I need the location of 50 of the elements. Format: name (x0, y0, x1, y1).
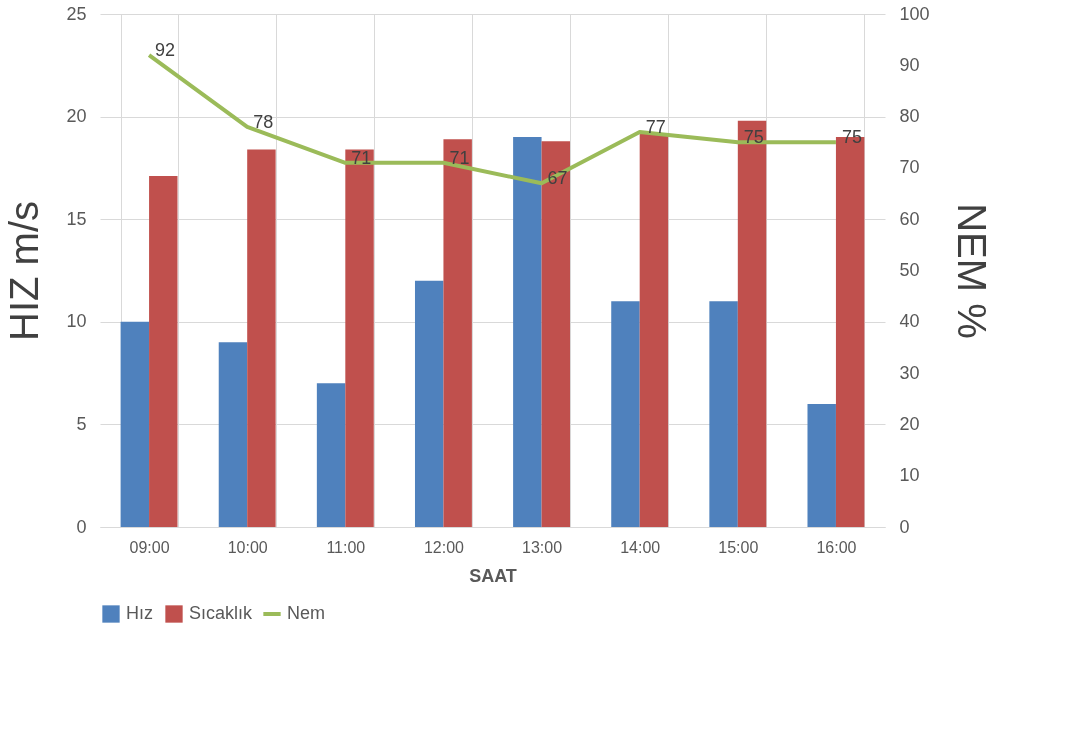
y-tick-label: 20 (66, 106, 87, 127)
x-tick-label: 14:00 (620, 538, 661, 556)
y2-tick-label: 60 (899, 208, 920, 229)
bar (709, 301, 738, 527)
y-tick-label: 5 (76, 413, 87, 434)
bar (639, 133, 669, 527)
y2-tick-label: 80 (899, 106, 920, 127)
bar (414, 280, 444, 527)
x-tick-label: 16:00 (816, 538, 857, 556)
y-tick-label: 25 (66, 3, 87, 24)
y-tick-label: 10 (66, 311, 87, 332)
y-axis-title: HIZ m/s (2, 201, 47, 341)
y2-tick-label: 30 (899, 362, 920, 383)
y2-tick-label: 40 (899, 311, 920, 332)
y2-tick-label: 20 (899, 413, 920, 434)
y2-axis-title: NEM % (949, 203, 994, 339)
y2-tick-label: 100 (899, 3, 930, 24)
bar (807, 403, 836, 527)
data-label: 77 (645, 116, 666, 137)
data-label: 71 (449, 147, 470, 168)
data-label: 78 (253, 111, 274, 132)
y2-tick-label: 70 (899, 157, 920, 178)
x-axis-title: SAAT (469, 565, 517, 586)
bar (247, 149, 276, 527)
bar (120, 321, 150, 527)
bar (541, 141, 571, 527)
bar (218, 342, 248, 527)
bar (316, 383, 346, 527)
y2-tick-label: 50 (899, 260, 920, 280)
x-tick-label: 15:00 (718, 538, 759, 556)
x-tick-label: 13:00 (522, 538, 563, 556)
bar (149, 176, 178, 527)
legend-label: Sıcaklık (189, 603, 254, 623)
x-tick-label: 10:00 (227, 538, 268, 556)
y2-tick-label: 0 (899, 516, 910, 537)
legend-label: Nem (287, 603, 326, 623)
bar (611, 301, 640, 527)
y-tick-label: 0 (76, 516, 87, 537)
x-tick-label: 09:00 (129, 538, 170, 556)
y2-tick-label: 90 (899, 54, 920, 75)
x-tick-label: 12:00 (423, 538, 465, 556)
bar (513, 137, 542, 527)
y-tick-label: 15 (66, 208, 87, 229)
bar (443, 139, 472, 527)
bar (345, 149, 374, 527)
data-label: 92 (155, 40, 176, 61)
x-tick-label: 11:00 (326, 538, 366, 556)
bar (737, 120, 767, 527)
y2-tick-label: 10 (899, 465, 920, 486)
legend-label: Hız (126, 603, 153, 623)
